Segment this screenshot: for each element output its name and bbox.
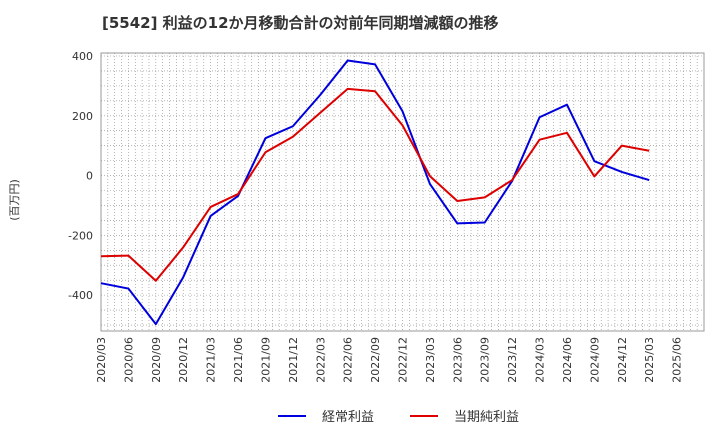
y-tick-label: 200	[72, 110, 93, 123]
x-tick-label: 2021/03	[205, 337, 218, 383]
x-tick-label: 2022/06	[342, 337, 355, 383]
x-tick-label: 2021/06	[232, 337, 245, 383]
x-tick-label: 2025/03	[643, 337, 656, 383]
x-tick-label: 2024/09	[588, 337, 601, 383]
x-tick-label: 2023/09	[479, 337, 492, 383]
x-axis-ticks: 2020/03 2020/06 2020/09 2020/12 2021/03 2021/…	[95, 337, 684, 383]
x-tick-label: 2022/03	[314, 337, 327, 383]
legend-label: 経常利益	[322, 410, 374, 425]
x-tick-label: 2020/09	[150, 337, 163, 383]
x-tick-label: 2022/09	[369, 337, 382, 383]
y-axis-title: (百万円)	[8, 179, 21, 221]
series-lines	[100, 59, 650, 326]
x-tick-label: 2024/12	[616, 337, 629, 383]
x-tick-label: 2020/06	[122, 337, 135, 383]
y-tick-label: -200	[68, 229, 93, 242]
legend-label: 当期純利益	[454, 410, 519, 425]
x-tick-label: 2023/12	[506, 337, 519, 383]
chart-title: [5542] 利益の12か月移動合計の対前年同期増減額の推移	[102, 14, 499, 32]
x-tick-label: 2025/06	[671, 337, 684, 383]
y-tick-label: 400	[72, 50, 93, 63]
x-tick-label: 2020/03	[95, 337, 108, 383]
grid-lines	[101, 53, 704, 331]
y-tick-label: -400	[68, 289, 93, 302]
x-tick-label: 2023/06	[451, 337, 464, 383]
x-tick-label: 2023/03	[424, 337, 437, 383]
x-tick-label: 2024/06	[561, 337, 574, 383]
x-tick-label: 2021/12	[287, 337, 300, 383]
y-tick-label: 0	[86, 170, 93, 183]
x-tick-label: 2021/09	[259, 337, 272, 383]
legend: 経常利益 当期純利益	[278, 410, 519, 425]
y-axis-ticks: 400 200 0 -200 -400	[68, 50, 93, 302]
series-line	[100, 59, 650, 326]
series-line	[100, 87, 650, 282]
x-tick-label: 2022/12	[397, 337, 410, 383]
x-tick-label: 2024/03	[534, 337, 547, 383]
x-tick-label: 2020/12	[177, 337, 190, 383]
